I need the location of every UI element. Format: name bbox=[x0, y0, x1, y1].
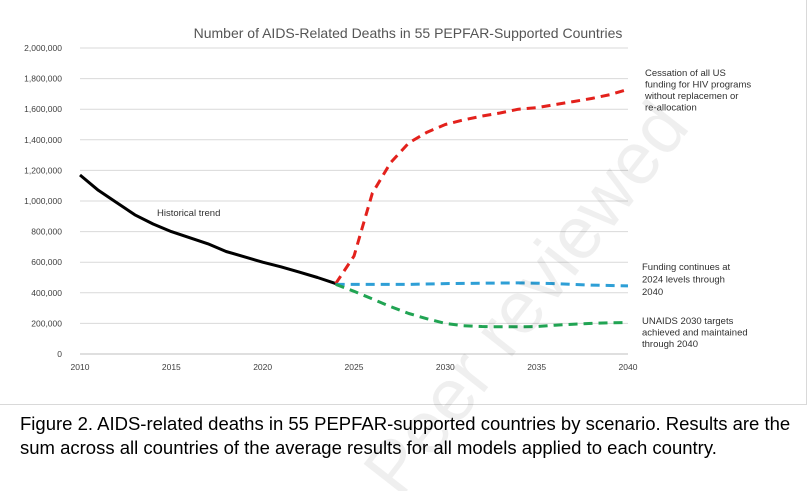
series-line-1 bbox=[79, 173, 337, 286]
figure-caption: Figure 2. AIDS-related deaths in 55 PEPF… bbox=[20, 413, 791, 458]
series-label-3: Funding continues at 2024 levels through 2… bbox=[642, 262, 731, 298]
series-label-line: 2040 bbox=[642, 287, 663, 298]
y-tick-label: 1,400,000 bbox=[24, 135, 62, 145]
series-line-3 bbox=[335, 281, 629, 288]
x-tick-label: 2040 bbox=[619, 362, 638, 372]
series-label-line: without replacemen or bbox=[644, 91, 738, 102]
axes: 0 200,000 400,000 600,000 800,000 1,000,000 1,… bbox=[24, 43, 638, 372]
series-label-4: UNAIDS 2030 targets achieved and maintain… bbox=[642, 316, 748, 350]
x-tick-label: 2015 bbox=[162, 362, 181, 372]
series-label-1: Historical trend bbox=[157, 208, 220, 219]
series-label-line: through 2040 bbox=[642, 339, 698, 350]
y-tick-label: 800,000 bbox=[31, 227, 62, 237]
y-tick-label: 1,600,000 bbox=[24, 104, 62, 114]
x-tick-label: 2020 bbox=[253, 362, 272, 372]
y-tick-label: 0 bbox=[57, 349, 62, 359]
series-line-2 bbox=[334, 87, 629, 285]
x-tick-label: 2035 bbox=[527, 362, 546, 372]
series-label-line: Historical trend bbox=[157, 208, 220, 219]
y-tick-label: 400,000 bbox=[31, 288, 62, 298]
series-line-4 bbox=[335, 282, 629, 329]
series-label-line: Cessation of all US bbox=[645, 68, 726, 79]
chart-area: Number of AIDS-Related Deaths in 55 PEPF… bbox=[0, 0, 807, 405]
y-tick-label: 200,000 bbox=[31, 318, 62, 328]
series-label-line: funding for HIV programs bbox=[645, 80, 751, 91]
series-lines bbox=[79, 87, 629, 329]
y-tick-label: 600,000 bbox=[31, 257, 62, 267]
series-label-line: achieved and maintained bbox=[642, 328, 748, 339]
x-tick-label: 2030 bbox=[436, 362, 455, 372]
x-tick-label: 2010 bbox=[71, 362, 90, 372]
series-label-line: re-allocation bbox=[645, 103, 697, 114]
series-label-2: Cessation of all US funding for HIV progr… bbox=[644, 68, 751, 114]
y-tick-label: 1,200,000 bbox=[24, 165, 62, 175]
annotations: Historical trend Cessation of all US fundi… bbox=[157, 68, 751, 350]
series-label-line: Funding continues at bbox=[642, 262, 731, 273]
y-tick-label: 2,000,000 bbox=[24, 43, 62, 53]
y-tick-label: 1,800,000 bbox=[24, 74, 62, 84]
chart-title: Number of AIDS-Related Deaths in 55 PEPF… bbox=[194, 25, 623, 41]
series-label-line: 2024 levels through bbox=[642, 275, 725, 286]
series-label-line: UNAIDS 2030 targets bbox=[642, 316, 734, 327]
x-tick-label: 2025 bbox=[345, 362, 364, 372]
y-tick-label: 1,000,000 bbox=[24, 196, 62, 206]
line-chart: Number of AIDS-Related Deaths in 55 PEPF… bbox=[24, 25, 751, 372]
